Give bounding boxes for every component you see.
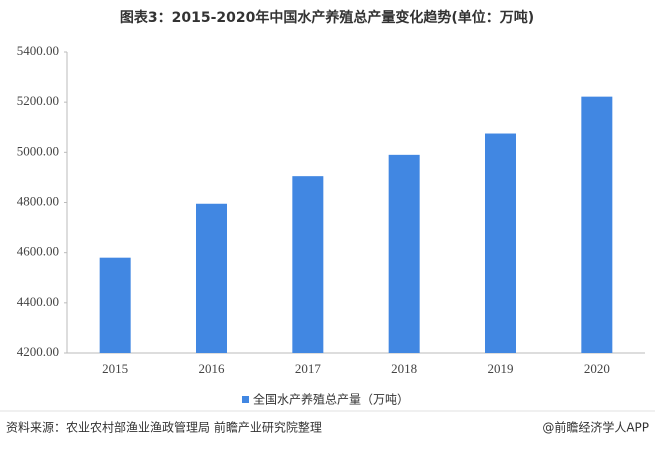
bar (581, 96, 613, 354)
y-tick-label: 5200.00 (17, 93, 59, 108)
bar (485, 133, 516, 353)
source: 资料来源：农业农村部渔业渔政管理局 前瞻产业研究院整理 (6, 420, 322, 435)
y-tick-label: 4600.00 (17, 244, 59, 259)
x-tick-label: 2017 (295, 361, 322, 376)
legend-swatch (242, 396, 249, 403)
x-tick-label: 2018 (391, 361, 417, 376)
y-tick-label: 4200.00 (17, 344, 59, 359)
credit: @前瞻经济学人APP (542, 420, 649, 435)
y-tick-label: 5400.00 (17, 43, 59, 58)
bar (292, 176, 324, 353)
x-tick-label: 2020 (584, 361, 610, 376)
chart-title: 图表3：2015-2020年中国水产养殖总产量变化趋势(单位：万吨) (120, 9, 534, 26)
bar (99, 257, 131, 353)
y-tick-label: 5000.00 (17, 143, 59, 158)
x-tick-label: 2019 (488, 361, 514, 376)
y-tick-label: 4800.00 (17, 193, 59, 208)
x-tick-label: 2015 (102, 361, 128, 376)
bar (388, 154, 420, 353)
legend-label: 全国水产养殖总产量（万吨） (253, 392, 409, 407)
x-tick-label: 2016 (199, 361, 226, 376)
bar (196, 203, 227, 353)
y-tick-label: 4400.00 (17, 294, 59, 309)
